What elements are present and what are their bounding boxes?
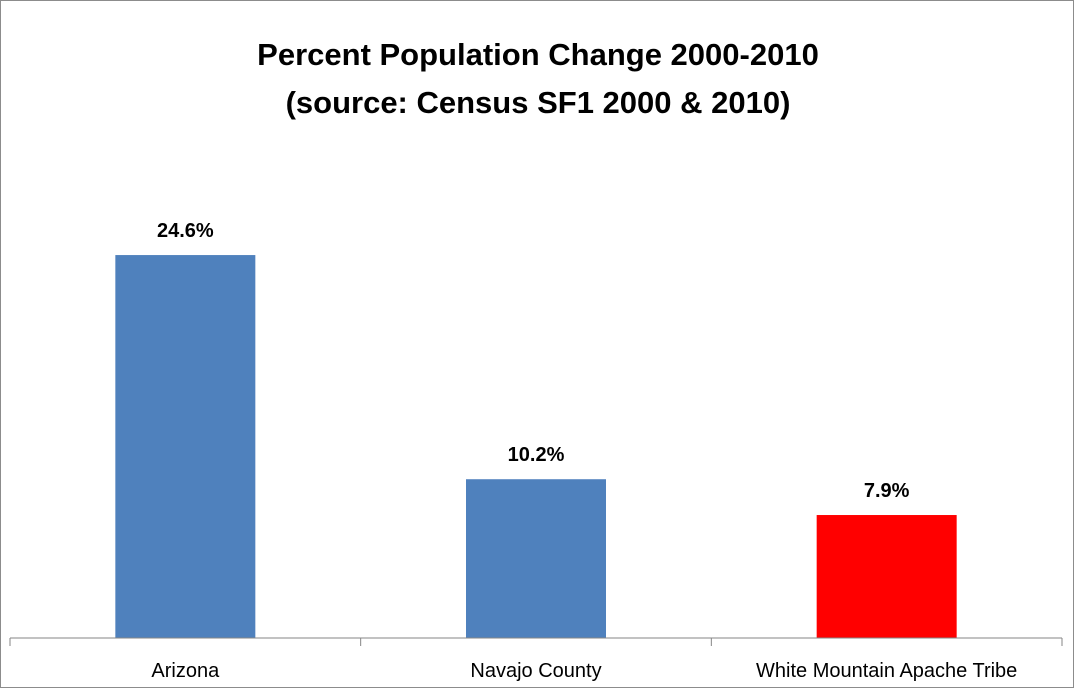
x-tick-label: Navajo County [470, 660, 601, 682]
bar-white-mountain-apache-tribe [816, 515, 957, 638]
data-label: 7.9% [864, 480, 910, 502]
x-tick-label: White Mountain Apache Tribe [756, 660, 1017, 682]
data-label: 24.6% [157, 220, 214, 242]
x-axis: Arizona Navajo County White Mountain Apach… [9, 637, 1063, 682]
x-tick-label: Arizona [151, 660, 220, 682]
bar-arizona [115, 255, 256, 638]
data-label: 10.2% [508, 444, 565, 466]
bars-layer [115, 255, 957, 638]
chart-title-line: Percent Population Change 2000-2010 [257, 37, 819, 72]
chart-title: Percent Population Change 2000-2010 (sou… [1, 31, 1074, 127]
bar-navajo-county [466, 479, 606, 638]
data-labels-layer: 24.6% 10.2% 7.9% [157, 220, 910, 502]
chart-subtitle-line: (source: Census SF1 2000 & 2010) [285, 85, 791, 120]
